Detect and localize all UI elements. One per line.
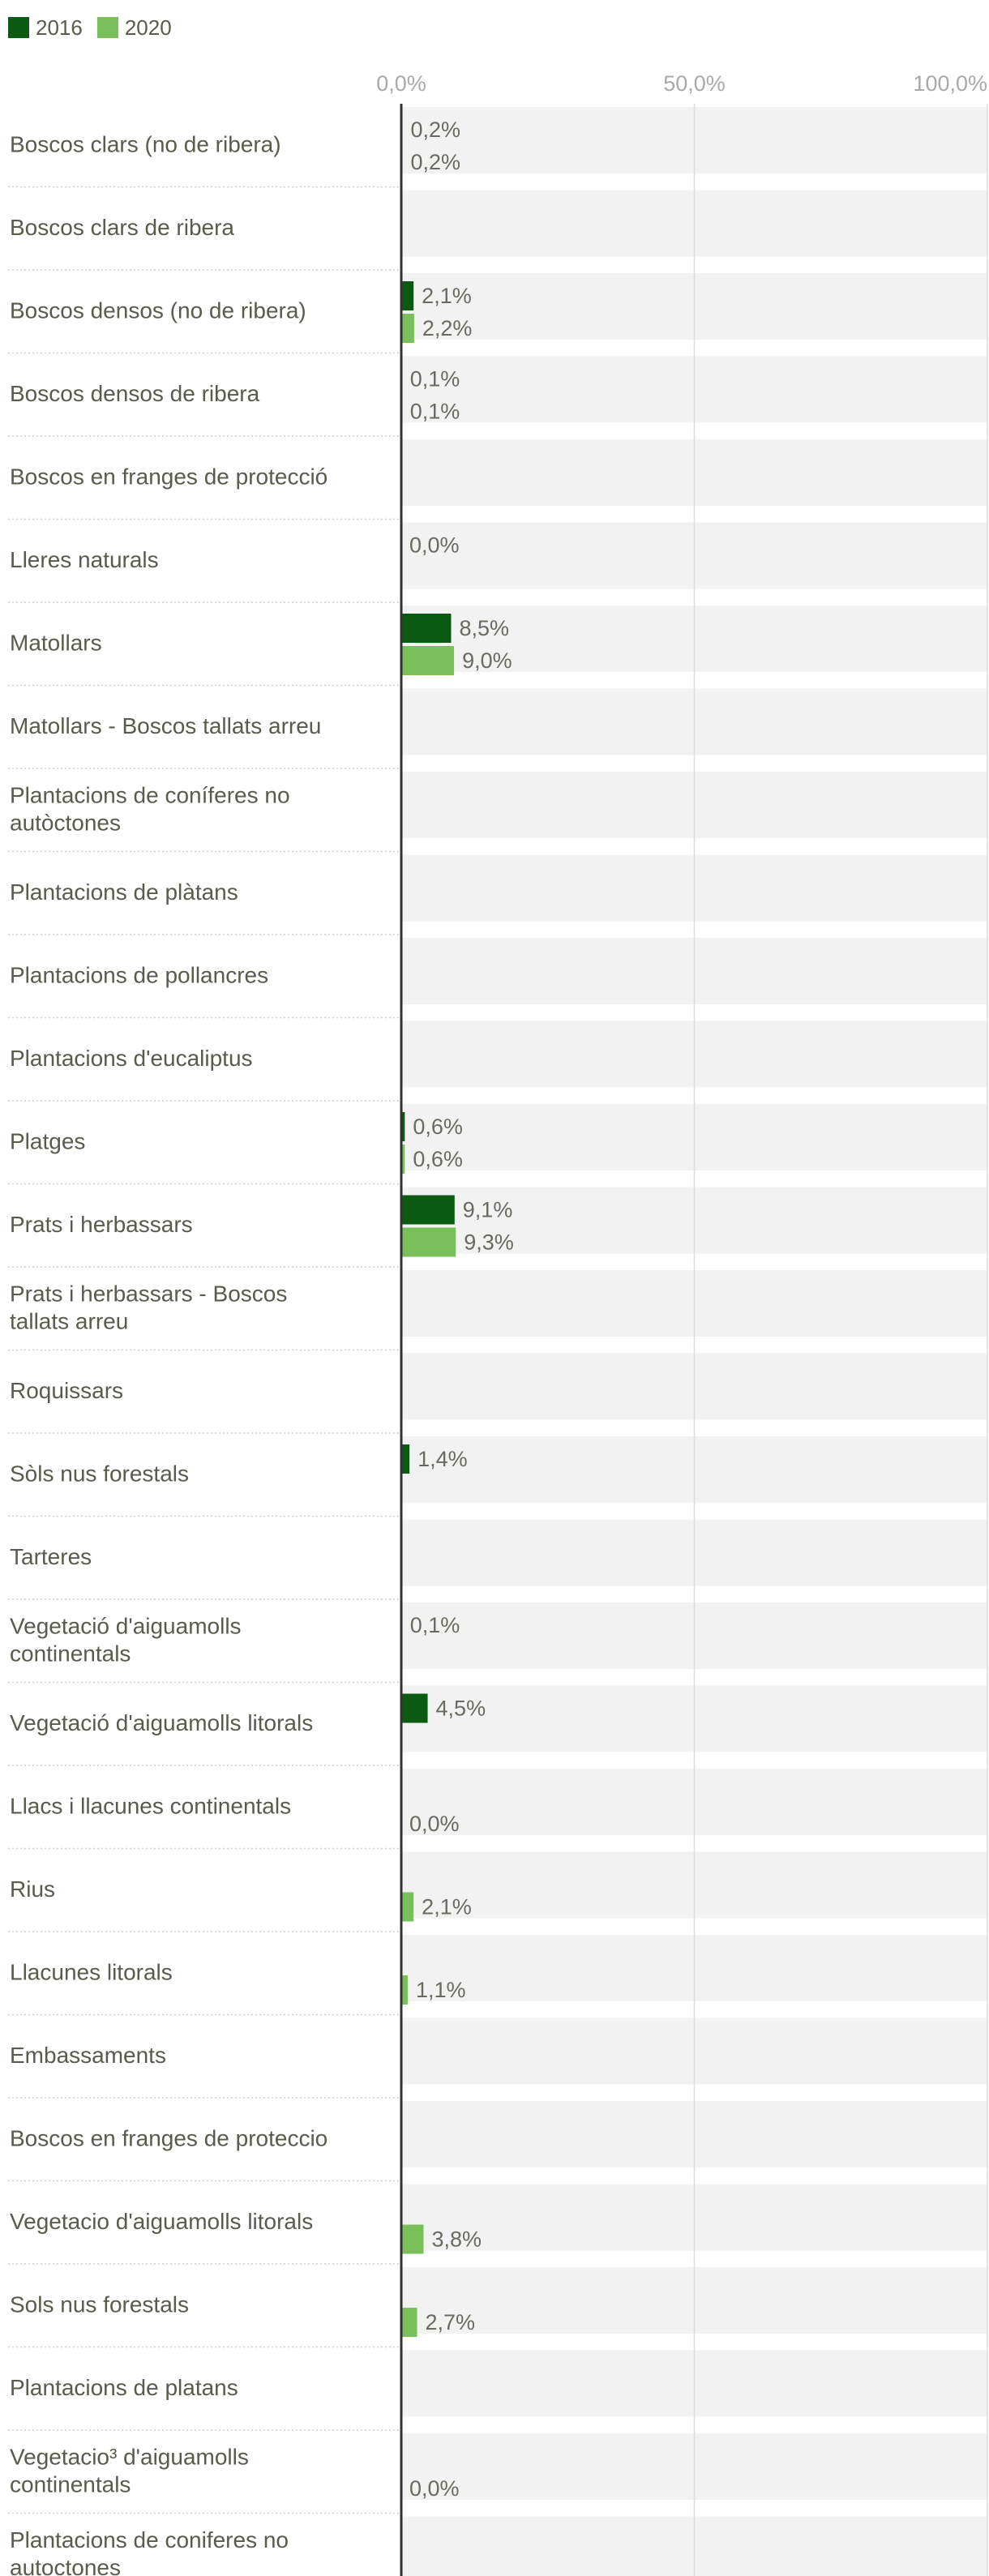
legend-swatch-2020 — [96, 17, 118, 38]
value-label-2020: 1,1% — [416, 1978, 466, 2002]
value-label-2016: 0,6% — [413, 1115, 463, 1139]
category-label: Boscos clars de ribera — [10, 215, 234, 240]
bar-2016 — [401, 281, 414, 310]
bar-2020 — [401, 1145, 405, 1174]
category-label: Boscos densos de ribera — [10, 381, 260, 406]
bar-2016 — [401, 1444, 410, 1474]
category-label: Plantacions d'eucaliptus — [10, 1046, 253, 1071]
bar-2016 — [401, 1693, 428, 1723]
category-label: Boscos en franges de proteccio — [10, 2125, 328, 2150]
value-label-2016: 4,5% — [436, 1697, 486, 1721]
value-label-2020: 0,0% — [409, 1812, 460, 1836]
category-label: Vegetacio d'aiguamolls litorals — [10, 2209, 313, 2234]
legend: 2016 2020 — [8, 15, 186, 41]
value-label-2016: 9,1% — [463, 1198, 513, 1222]
bar-2020 — [401, 646, 455, 675]
legend-label-2020: 2020 — [124, 15, 172, 40]
value-label-2016: 1,4% — [417, 1447, 468, 1471]
category-label: Boscos clars (no de ribera) — [10, 131, 281, 156]
category-label: Sòls nus forestals — [10, 1461, 189, 1486]
category-label: Llacs i llacunes continentals — [10, 1793, 291, 1818]
category-label: Boscos densos (no de ribera) — [10, 297, 306, 323]
category-label: Platges — [10, 1128, 85, 1153]
bar-2020 — [401, 1892, 414, 1922]
value-label-2020: 0,2% — [410, 150, 460, 174]
category-label: Roquissars — [10, 1378, 123, 1403]
value-label-2016: 0,1% — [410, 1613, 460, 1637]
category-label: Matollars - Boscos tallats arreu — [10, 713, 321, 738]
category-label: Matollars — [10, 630, 102, 655]
category-label: Plantacions de pollancres — [10, 962, 268, 987]
legend-item-2016: 2016 — [8, 15, 83, 41]
legend-label-2016: 2016 — [36, 15, 83, 40]
category-label: Lleres naturals — [10, 547, 159, 572]
value-label-2020: 2,1% — [422, 1895, 472, 1919]
value-label-2016: 2,1% — [422, 284, 472, 308]
bar-2020 — [401, 1975, 408, 2005]
legend-item-2020: 2020 — [96, 15, 172, 41]
bar-2016 — [401, 1112, 405, 1141]
category-label: Embassaments — [10, 2043, 166, 2068]
bar-2020 — [401, 314, 414, 343]
bar-2020 — [401, 2308, 417, 2337]
bar-2016 — [401, 1195, 455, 1225]
value-label-2020: 0,6% — [413, 1147, 463, 1171]
bar-2020 — [401, 2224, 424, 2254]
value-label-2020: 9,3% — [464, 1230, 514, 1255]
x-tick-label: 0,0% — [376, 71, 426, 96]
category-label: Vegetació d'aiguamolls litorals — [10, 1710, 313, 1735]
value-label-2020: 9,0% — [462, 648, 512, 673]
value-label-2020: 2,2% — [422, 316, 473, 340]
category-label: Boscos en franges de protecció — [10, 464, 328, 489]
category-label: Plantacions de coniferes no autoctones — [10, 2527, 289, 2576]
value-label-2016: 0,1% — [410, 367, 460, 392]
value-label-2020: 0,0% — [409, 2476, 460, 2501]
category-label: Vegetació d'aiguamolls continentals — [10, 1613, 242, 1666]
bar-2020 — [401, 1227, 456, 1257]
category-label: Plantacions de platans — [10, 2375, 238, 2400]
category-label: Rius — [10, 1876, 55, 1902]
value-label-2020: 0,1% — [410, 400, 460, 424]
value-label-2016: 0,0% — [409, 533, 460, 558]
x-tick-label: 50,0% — [663, 71, 726, 96]
x-tick-label: 100,0% — [913, 71, 987, 96]
category-label: Sols nus forestals — [10, 2291, 189, 2317]
category-label: Plantacions de plàtans — [10, 879, 238, 905]
category-label: Prats i herbassars — [10, 1212, 193, 1237]
value-label-2020: 2,7% — [426, 2310, 476, 2334]
value-label-2020: 3,8% — [431, 2227, 482, 2252]
legend-swatch-2016 — [8, 17, 29, 38]
category-label: Plantacions de coníferes no autòctones — [10, 782, 290, 835]
category-label: Llacunes litorals — [10, 1959, 173, 1984]
category-label: Prats i herbassars - Boscos tallats arreu — [10, 1281, 287, 1333]
category-label: Tarteres — [10, 1544, 92, 1569]
bar-2016 — [401, 614, 452, 643]
value-label-2016: 0,2% — [410, 118, 460, 142]
category-label: Vegetacio³ d'aiguamolls continentals — [10, 2444, 249, 2497]
value-label-2016: 8,5% — [459, 616, 509, 640]
